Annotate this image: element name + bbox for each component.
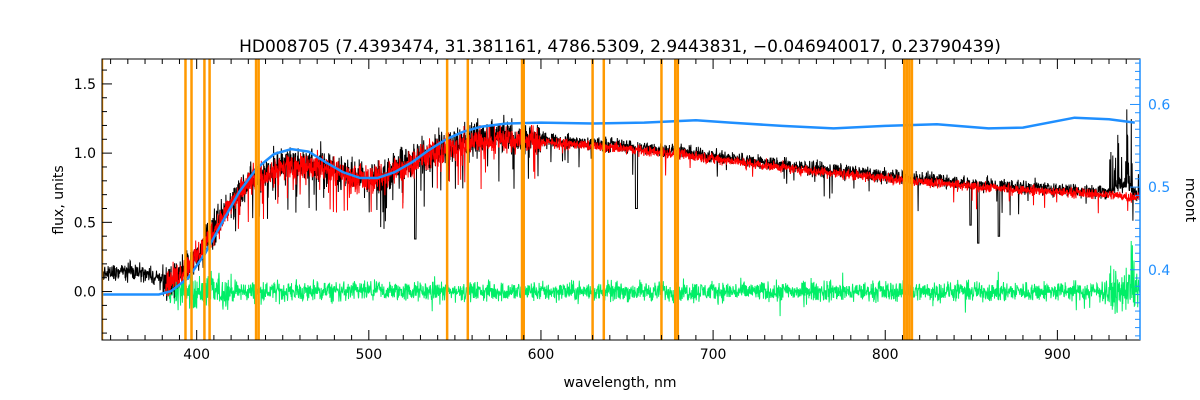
y-tick-label: 0.0 [74, 285, 96, 301]
x-tick-label: 600 [528, 347, 555, 363]
y2-axis-title: mcont [1182, 178, 1198, 223]
x-tick-label: 900 [1044, 347, 1071, 363]
y-axis-title: flux, units [51, 165, 67, 234]
y-tick-label: 0.5 [74, 215, 96, 231]
residual-series-line [165, 240, 1140, 317]
x-tick-label: 800 [872, 347, 899, 363]
continuum-series-line [102, 116, 1135, 296]
x-tick-label: 500 [355, 347, 382, 363]
x-axis-title: wavelength, nm [564, 375, 677, 391]
y2-tick-label: 0.4 [1148, 263, 1170, 279]
y2-tick-label: 0.6 [1148, 97, 1170, 113]
chart-title: HD008705 (7.4393474, 31.381161, 4786.530… [239, 37, 1001, 57]
y-tick-label: 1.5 [74, 77, 96, 93]
x-tick-label: 400 [183, 347, 210, 363]
x-tick-label: 700 [700, 347, 727, 363]
plot-area [102, 59, 1140, 340]
axes: 400 500 600 700 800 900 0.0 0.5 1.0 1.5 0.4 0.5 0.6 [74, 58, 1170, 363]
y-tick-label: 1.0 [74, 146, 96, 162]
y2-tick-label: 0.5 [1148, 180, 1170, 196]
